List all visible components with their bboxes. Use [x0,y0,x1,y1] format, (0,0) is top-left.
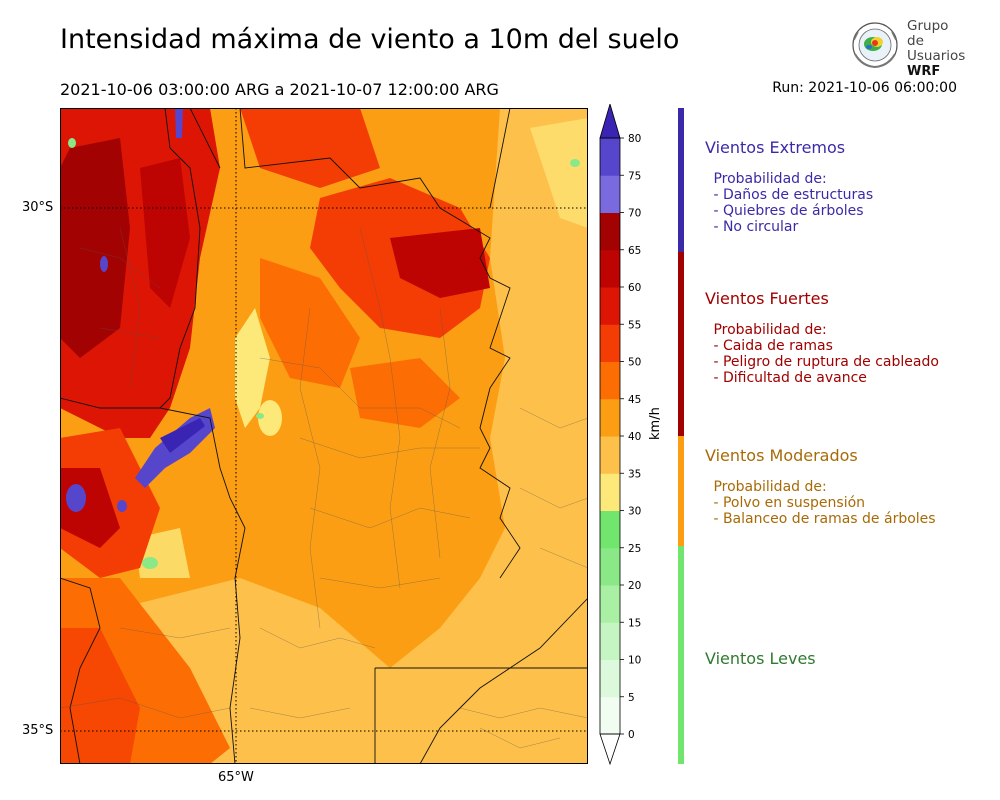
logo-line-2: Usuarios [907,48,966,64]
logo-line-1: Grupo de [907,18,949,49]
colorbar-tick-label: 60 [628,282,641,294]
category-light-title: Vientos Leves [705,649,816,668]
colorbar-units: km/h [648,407,663,440]
colorbar-tick-label: 15 [628,617,641,629]
colorbar-tick-label: 80 [628,133,641,145]
colorbar-tick-label: 65 [628,245,641,257]
wind-intensity-map [60,108,588,764]
colorbar-tick-label: 30 [628,506,641,518]
run-timestamp: Run: 2021-10-06 06:00:00 [772,80,957,96]
colorbar-segment [600,547,620,586]
colorbar-segment [600,138,620,176]
colorbar-segment [600,473,620,511]
colorbar-tick-label: 55 [628,319,641,331]
globe-logo-icon [852,22,898,69]
forecast-period: 2021-10-06 03:00:00 ARG a 2021-10-07 12:… [60,80,499,99]
category-moderate-title: Vientos Moderados [705,446,858,465]
lat-label-35s: 35°S [22,723,54,738]
colorbar-segment [600,212,620,251]
colorbar-tick-label: 25 [628,543,641,555]
colorbar-tick-label: 75 [628,170,641,182]
colorbar-tick-label: 10 [628,655,641,667]
colorbar-tick-label: 35 [628,468,641,480]
colorbar-extend-bottom [599,733,621,766]
category-moderate: Vientos Moderados Probabilidad de: - Pol… [705,446,936,527]
category-extreme: Vientos Extremos Probabilidad de: - Daño… [705,138,873,235]
department-borders [60,227,588,749]
category-moderate-text: Probabilidad de: - Polvo en suspensión -… [713,479,936,527]
category-extreme-title: Vientos Extremos [705,138,846,157]
lon-label-65w: 65°W [218,770,254,785]
lat-label-30s: 30°S [22,200,54,215]
colorbar-extend-top [599,104,621,139]
category-light: Vientos Leves [705,649,816,668]
category-strong: Vientos Fuertes Probabilidad de: - Caida… [705,289,939,386]
colorbar-tick-label: 40 [628,431,641,443]
map-field-east [390,108,588,764]
colorbar-segment [600,436,620,474]
colorbar-segment [600,398,620,437]
category-strong-text: Probabilidad de: - Caida de ramas - Peli… [713,322,939,386]
colorbar-tick-label: 50 [628,357,641,369]
category-extreme-text: Probabilidad de: - Daños de estructuras … [713,171,874,235]
colorbar-segment [600,324,620,362]
colorbar-segment [600,585,620,623]
light-category-bar [678,546,684,764]
colorbar-segment [600,696,620,735]
colorbar-segment [600,659,620,698]
colorbar-tick-label: 0 [628,729,635,741]
colorbar-segment [600,622,620,660]
colorbar-segment [600,287,620,325]
colorbar-tick-label: 70 [628,208,641,220]
province-borders [60,108,588,764]
colorbar-segment [600,175,620,213]
grupo-usuarios-wrf-logo: Grupo de Usuarios WRF [848,18,968,79]
colorbar-tick-label: 20 [628,580,641,592]
logo-line-3: WRF [907,64,941,79]
extreme-category-bar [678,108,684,252]
colorbar-segment [600,361,620,400]
strong-category-bar [678,252,684,436]
colorbar-tick-label: 5 [628,692,635,704]
map-title: Intensidad máxima de viento a 10m del su… [60,24,680,55]
colorbar-tick-label: 45 [628,394,641,406]
moderate-category-bar [678,436,684,546]
wind-speed-colorbar: 0 5 10 15 20 25 30 35 40 45 50 55 60 65 70 75 80 [599,104,641,766]
colorbar-segment [600,510,620,549]
category-strong-title: Vientos Fuertes [705,289,829,308]
graticule [60,108,588,764]
colorbar-segment [600,249,620,288]
